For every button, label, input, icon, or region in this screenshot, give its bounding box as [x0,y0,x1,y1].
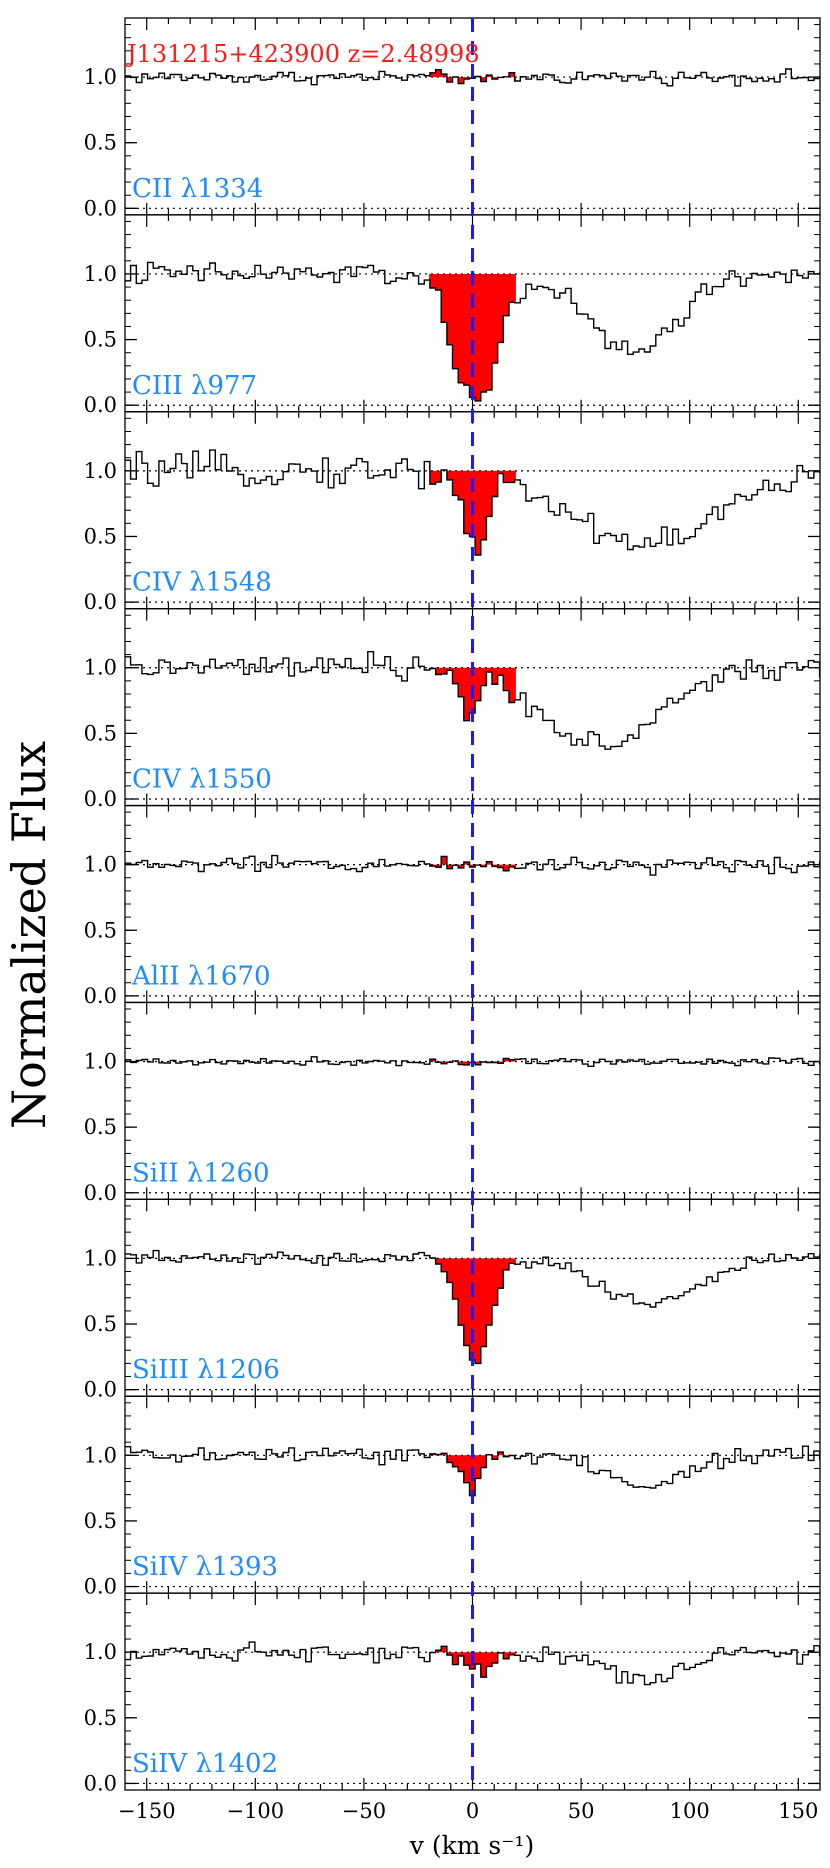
y-tick-label: 1.0 [84,656,117,680]
absorption-fill [429,856,516,871]
x-tick-label: 150 [778,1799,818,1823]
spectrum-line [125,449,821,556]
y-tick-label: 0.0 [84,1378,117,1402]
spectrum-panel: 0.0 0.5 1.0 CIII λ977 [84,214,821,417]
y-tick-label: 0.0 [84,984,117,1008]
y-tick-label: 1.0 [84,853,117,877]
x-tick-label: −150 [118,1799,176,1823]
spectrum-line [125,261,821,402]
spectrum-panel: 0.0 0.5 1.0 SiII λ1260 [84,1001,821,1205]
x-tick-label: 100 [670,1799,710,1823]
y-tick-label: 1.0 [84,1443,117,1467]
object-label: J131215+423900 z=2.48998 [124,40,480,68]
y-tick-label: 0.5 [84,918,117,942]
absorption-fill [429,274,516,401]
y-tick-label: 0.0 [84,1181,117,1205]
y-tick-label: 1.0 [84,1640,117,1664]
x-axis-title: v (km s⁻¹) [409,1831,534,1860]
ion-label: AlII λ1670 [131,961,271,991]
y-tick-label: 1.0 [84,262,117,286]
ion-label: CIV λ1550 [132,765,272,795]
spectrum-line [125,854,821,876]
spectrum-panel: 0.0 0.5 1.0 CIV λ1550 [84,608,821,811]
spectrum-line [125,651,821,750]
spectrum-panel: 0.0 0.5 1.0 SiIV λ1393 [84,1395,821,1599]
y-tick-label: 1.0 [84,65,117,89]
y-tick-label: 0.5 [84,1706,117,1730]
ion-label: SiIV λ1393 [132,1552,278,1582]
y-tick-label: 0.0 [84,393,117,417]
ion-label: SiII λ1260 [132,1158,270,1188]
y-tick-label: 0.0 [84,590,117,614]
ion-label: SiIV λ1402 [132,1749,278,1779]
y-tick-label: 1.0 [84,459,117,483]
spectrum-panel: 0.0 0.5 1.0 SiIII λ1206 [84,1198,821,1402]
y-tick-label: 0.5 [84,131,117,155]
spectrum-line [125,1445,821,1497]
y-tick-label: 0.0 [84,196,117,220]
absorption-fill [429,69,516,84]
spectrum-panel: 0.0 0.5 1.0 AlII λ1670 [84,804,821,1008]
ion-label: SiIII λ1206 [132,1355,280,1385]
ion-label: CIII λ977 [132,371,257,401]
spectrum-panel: 0.0 0.5 1.0 CIV λ1548 [84,411,821,614]
spectrum-panel: 0.0 0.5 1.0 SiIV λ1402 [84,1592,821,1795]
y-tick-label: 0.5 [84,524,117,548]
y-axis-title: Normalized Flux [2,741,56,1129]
y-tick-label: 0.5 [84,1312,117,1336]
y-tick-label: 0.0 [84,1575,117,1599]
x-tick-label: −50 [342,1799,386,1823]
y-tick-label: 0.5 [84,1509,117,1533]
spectrum-panel: 0.0 0.5 1.0 CII λ1334 [84,17,821,220]
x-tick-labels: −150 −100 −50 0 50 100 150 [118,1799,818,1823]
x-tick-label: 0 [466,1799,479,1823]
y-tick-label: 1.0 [84,1050,117,1074]
y-tick-label: 0.0 [84,787,117,811]
y-tick-label: 0.0 [84,1771,117,1795]
x-tick-label: 50 [568,1799,595,1823]
ion-label: CII λ1334 [132,174,263,204]
y-tick-label: 1.0 [84,1246,117,1270]
y-tick-label: 0.5 [84,328,117,352]
y-tick-label: 0.5 [84,1115,117,1139]
x-tick-label: −100 [226,1799,284,1823]
spectrum-line [125,1249,821,1365]
ion-label: CIV λ1548 [132,568,272,598]
spectrum-line [125,68,821,87]
y-tick-label: 0.5 [84,721,117,745]
spectrum-line [125,1641,821,1686]
